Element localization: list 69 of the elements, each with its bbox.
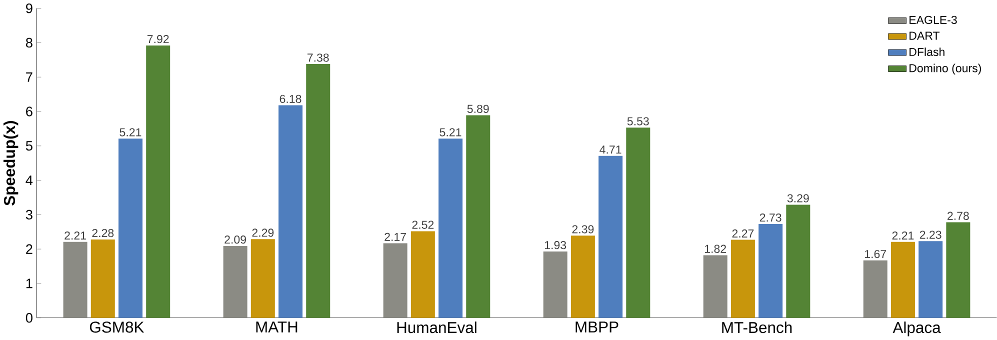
y-tick-label: 8 bbox=[26, 38, 32, 48]
y-tick-label: 3 bbox=[26, 210, 32, 220]
data-label: 1.82 bbox=[704, 244, 726, 254]
data-label: 7.38 bbox=[307, 54, 329, 62]
bar bbox=[306, 64, 330, 318]
legend-label: DART bbox=[910, 32, 940, 40]
bar bbox=[63, 242, 88, 318]
y-tick-label: 5 bbox=[26, 141, 32, 151]
y-tick-label: 9 bbox=[26, 4, 32, 14]
bar bbox=[730, 240, 755, 318]
x-tick-label: MT-Bench bbox=[722, 322, 792, 334]
legend-label: Domino (ours) bbox=[910, 64, 981, 75]
x-tick-label: GSM8K bbox=[90, 322, 144, 333]
y-tick-label: 1 bbox=[26, 278, 32, 288]
data-label: 5.89 bbox=[467, 104, 489, 114]
data-label: 2.21 bbox=[892, 232, 914, 240]
bar bbox=[626, 128, 650, 318]
bar bbox=[90, 240, 115, 318]
y-axis-title: Speedup(x) bbox=[4, 121, 18, 206]
data-label: 5.21 bbox=[440, 128, 462, 136]
bar bbox=[863, 260, 888, 318]
data-label: 2.17 bbox=[384, 232, 406, 242]
x-tick-label: MBPP bbox=[576, 322, 618, 333]
data-label: 2.29 bbox=[252, 228, 274, 237]
bar bbox=[543, 252, 568, 318]
data-label: 2.21 bbox=[64, 232, 86, 240]
bar bbox=[466, 115, 490, 318]
bar bbox=[946, 222, 970, 318]
bar bbox=[758, 224, 783, 318]
bar bbox=[410, 231, 435, 318]
data-label: 2.73 bbox=[760, 214, 782, 222]
bar bbox=[438, 138, 463, 318]
data-label: 2.52 bbox=[412, 220, 434, 230]
legend-label: EAGLE-3 bbox=[910, 16, 957, 24]
bar bbox=[786, 204, 810, 318]
bar bbox=[278, 105, 303, 318]
data-label: 2.23 bbox=[920, 230, 942, 239]
bar bbox=[146, 46, 170, 318]
data-label: 4.71 bbox=[600, 146, 622, 154]
y-tick-label: 7 bbox=[26, 72, 32, 82]
bar bbox=[383, 243, 408, 318]
bar bbox=[223, 246, 248, 318]
data-label: 2.27 bbox=[732, 230, 754, 238]
data-label: 2.78 bbox=[948, 212, 969, 220]
y-tick-label: 2 bbox=[26, 244, 32, 254]
x-tick-label: MATH bbox=[256, 322, 298, 333]
data-label: 5.21 bbox=[120, 128, 142, 136]
bar bbox=[598, 156, 623, 318]
data-label: 7.92 bbox=[147, 35, 169, 44]
legend-label: DFlash bbox=[910, 48, 944, 56]
data-label: 1.67 bbox=[865, 250, 886, 258]
bar bbox=[118, 138, 142, 318]
y-tick-label: 4 bbox=[26, 176, 33, 186]
data-label: 1.93 bbox=[544, 241, 566, 250]
y-tick-label: 6 bbox=[26, 106, 32, 116]
y-tick-label: 0 bbox=[26, 313, 32, 323]
bar bbox=[890, 242, 915, 318]
data-label: 3.29 bbox=[787, 194, 809, 203]
data-label: 2.39 bbox=[572, 225, 594, 234]
data-label: 5.53 bbox=[627, 117, 649, 126]
bar bbox=[703, 255, 728, 318]
data-label: 2.28 bbox=[92, 229, 114, 238]
data-label: 6.18 bbox=[280, 94, 302, 104]
bar bbox=[918, 241, 943, 318]
bar bbox=[570, 236, 595, 318]
bar bbox=[250, 239, 275, 318]
x-tick-label: HumanEval bbox=[397, 322, 476, 334]
data-label: 2.09 bbox=[224, 236, 246, 244]
x-tick-label: Alpaca bbox=[892, 322, 941, 336]
